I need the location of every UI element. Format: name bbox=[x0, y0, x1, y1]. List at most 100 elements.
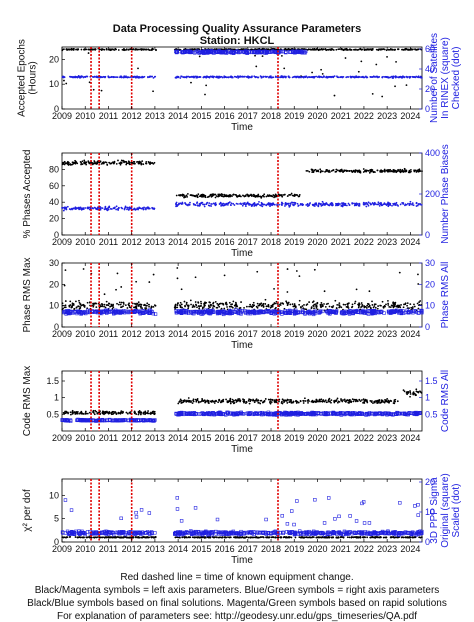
data-point bbox=[372, 306, 375, 309]
y-axis-label-right: Number Phase Biases bbox=[440, 144, 451, 244]
data-point bbox=[227, 195, 230, 198]
data-point bbox=[124, 160, 127, 163]
data-point bbox=[224, 51, 228, 55]
data-point bbox=[371, 92, 374, 95]
data-point bbox=[105, 300, 108, 303]
data-point bbox=[196, 202, 198, 205]
data-point bbox=[379, 203, 382, 206]
y-tick-label-right: 0 bbox=[425, 322, 430, 332]
x-tick-label: 2019 bbox=[284, 237, 304, 247]
data-point bbox=[197, 204, 199, 207]
data-point bbox=[232, 193, 235, 196]
data-point bbox=[246, 75, 249, 78]
data-point bbox=[415, 388, 418, 391]
data-point bbox=[235, 305, 238, 308]
data-point bbox=[100, 303, 103, 305]
data-point bbox=[216, 306, 219, 309]
data-point bbox=[103, 305, 105, 308]
data-point bbox=[388, 202, 391, 205]
data-point bbox=[376, 307, 379, 310]
data-point bbox=[384, 399, 386, 401]
data-point bbox=[231, 195, 233, 198]
data-point bbox=[403, 390, 406, 393]
data-point bbox=[84, 410, 87, 413]
data-point bbox=[219, 194, 222, 197]
data-point bbox=[221, 203, 224, 206]
data-point bbox=[112, 412, 115, 415]
data-point bbox=[308, 204, 310, 207]
data-point bbox=[199, 76, 201, 78]
data-point bbox=[144, 418, 148, 423]
data-point bbox=[99, 160, 102, 163]
data-point bbox=[228, 310, 232, 314]
data-point bbox=[96, 412, 99, 415]
data-point bbox=[289, 399, 292, 401]
y-tick-label-right: 0 bbox=[425, 230, 430, 240]
data-point bbox=[129, 163, 132, 166]
data-point bbox=[313, 303, 316, 306]
data-point bbox=[223, 307, 226, 310]
data-point bbox=[214, 196, 217, 199]
data-point bbox=[99, 305, 102, 308]
data-point bbox=[327, 302, 329, 305]
data-point bbox=[185, 400, 188, 403]
data-point bbox=[179, 304, 181, 307]
data-point bbox=[322, 412, 326, 416]
data-point bbox=[251, 203, 254, 206]
data-point bbox=[270, 304, 273, 307]
data-point bbox=[306, 303, 309, 306]
data-point bbox=[375, 399, 377, 402]
x-tick-label: 2022 bbox=[354, 111, 374, 121]
data-point bbox=[104, 76, 107, 78]
data-point bbox=[74, 206, 77, 209]
data-point bbox=[342, 49, 345, 52]
data-point bbox=[186, 204, 188, 206]
data-point bbox=[174, 76, 177, 79]
data-point bbox=[289, 303, 292, 306]
data-point bbox=[378, 204, 381, 207]
data-point bbox=[314, 168, 317, 171]
data-point bbox=[126, 307, 129, 309]
data-point bbox=[71, 302, 74, 305]
data-point bbox=[111, 307, 114, 310]
data-point bbox=[246, 193, 249, 196]
data-point bbox=[285, 48, 288, 51]
data-point bbox=[144, 162, 147, 165]
y-tick-label-left: 30 bbox=[49, 258, 59, 268]
data-point bbox=[219, 310, 224, 314]
data-point bbox=[137, 162, 140, 165]
data-point bbox=[287, 399, 290, 401]
data-point bbox=[367, 412, 371, 416]
data-point bbox=[213, 402, 216, 404]
data-point bbox=[180, 411, 184, 416]
chart-panels: 2009 2010 2011 2012 2013 2014 2015 2016 2017 2018… bbox=[17, 33, 463, 566]
data-point bbox=[371, 76, 374, 78]
data-point bbox=[65, 207, 68, 210]
data-point bbox=[367, 169, 370, 172]
data-point bbox=[333, 310, 338, 314]
data-point bbox=[402, 389, 405, 392]
data-point bbox=[68, 419, 73, 423]
data-point bbox=[387, 399, 390, 402]
data-point bbox=[65, 48, 68, 50]
data-point bbox=[375, 63, 378, 66]
data-point bbox=[120, 159, 123, 162]
x-tick-label: 2021 bbox=[331, 111, 351, 121]
data-point bbox=[124, 304, 127, 306]
x-tick-label: 2020 bbox=[307, 111, 327, 121]
data-point bbox=[350, 412, 354, 416]
data-point bbox=[362, 398, 365, 401]
data-point bbox=[117, 49, 120, 51]
series-2 bbox=[62, 307, 424, 317]
data-point bbox=[350, 306, 353, 309]
data-point bbox=[395, 305, 398, 308]
data-point bbox=[278, 400, 280, 403]
data-point bbox=[175, 202, 177, 205]
y-tick-label-right: 0.5 bbox=[425, 409, 438, 419]
data-point bbox=[292, 305, 295, 308]
data-point bbox=[141, 418, 145, 423]
data-point bbox=[293, 50, 297, 55]
data-point bbox=[176, 204, 178, 206]
data-point bbox=[247, 399, 250, 402]
x-tick-label: 2012 bbox=[122, 433, 142, 443]
